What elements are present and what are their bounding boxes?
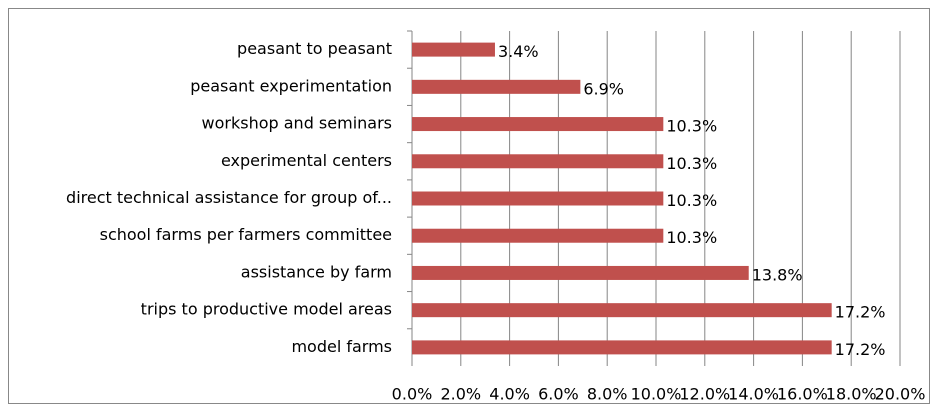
value-label: 17.2%: [835, 303, 886, 322]
value-label: 10.3%: [666, 117, 717, 136]
x-tick-label: 10.0%: [631, 385, 682, 404]
x-tick-label: 0.0%: [392, 385, 433, 404]
value-label: 3.4%: [498, 42, 539, 61]
value-label: 10.3%: [666, 154, 717, 173]
bar: [412, 340, 832, 355]
value-label: 10.3%: [666, 191, 717, 210]
x-tick-label: 20.0%: [875, 385, 926, 404]
x-tick-label: 12.0%: [679, 385, 730, 404]
y-tick-label: peasant to peasant: [237, 39, 392, 58]
value-label: 17.2%: [835, 340, 886, 359]
value-label: 6.9%: [583, 79, 624, 98]
x-tick-label: 16.0%: [777, 385, 828, 404]
bar: [412, 79, 581, 94]
value-label: 10.3%: [666, 228, 717, 247]
y-tick-label: experimental centers: [221, 151, 392, 170]
y-tick-label: trips to productive model areas: [141, 300, 392, 319]
y-tick-label: school farms per farmers committee: [100, 225, 392, 244]
y-tick-label: direct technical assistance for group of…: [66, 188, 392, 207]
x-tick-label: 4.0%: [489, 385, 530, 404]
bar: [412, 154, 664, 169]
x-tick-label: 8.0%: [587, 385, 628, 404]
x-tick-label: 14.0%: [728, 385, 779, 404]
x-tick-label: 18.0%: [826, 385, 877, 404]
bar: [412, 303, 832, 318]
x-tick-label: 2.0%: [440, 385, 481, 404]
bar: [412, 117, 664, 132]
y-tick-label: peasant experimentation: [190, 76, 392, 95]
value-label: 13.8%: [752, 265, 803, 284]
y-tick-label: assistance by farm: [241, 262, 392, 281]
bar: [412, 265, 749, 280]
y-tick-label: model farms: [291, 337, 392, 356]
bar: [412, 228, 664, 243]
bar: [412, 191, 664, 206]
bar: [412, 42, 495, 57]
chart-border: [8, 8, 930, 404]
y-tick-label: workshop and seminars: [202, 114, 392, 133]
x-tick-label: 6.0%: [538, 385, 579, 404]
